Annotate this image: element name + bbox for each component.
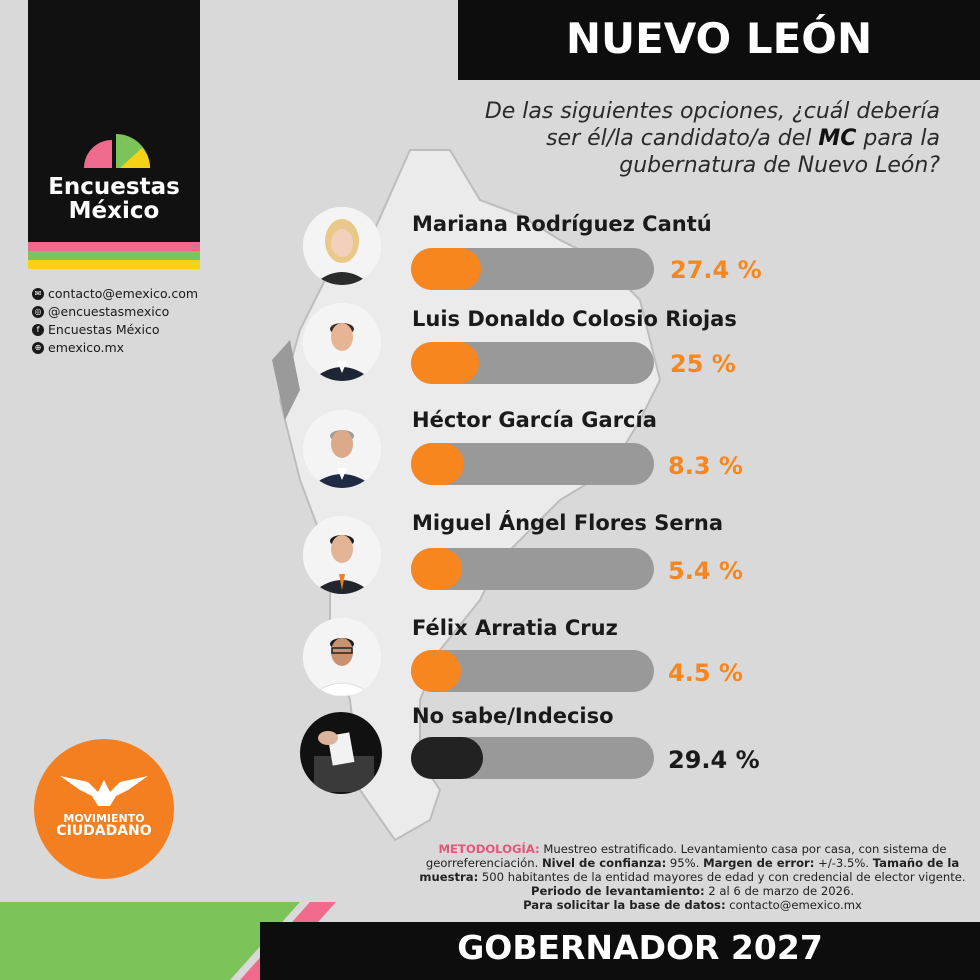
candidate-photo-1 bbox=[303, 207, 381, 285]
bar-fill-3 bbox=[411, 443, 465, 485]
candidate-photo-3 bbox=[303, 410, 381, 488]
party-logo-line2: CIUDADANO bbox=[56, 823, 152, 839]
title-box bbox=[458, 0, 980, 80]
contact-website[interactable]: ⊕ emexico.mx bbox=[32, 340, 124, 355]
brand-stripe-yellow bbox=[28, 260, 200, 269]
value-label-5: 4.5 % bbox=[668, 659, 743, 687]
footer-bar bbox=[260, 922, 980, 980]
brand-panel bbox=[28, 0, 200, 242]
candidate-name-6: No sabe/Indeciso bbox=[412, 704, 614, 728]
candidate-name-5: Félix Arratia Cruz bbox=[412, 616, 618, 640]
instagram-icon: ◎ bbox=[32, 305, 44, 318]
contact-email[interactable]: ✉ contacto@emexico.com bbox=[32, 286, 198, 301]
facebook-icon: f bbox=[32, 323, 44, 336]
value-label-2: 25 % bbox=[670, 350, 736, 378]
candidate-photo-5 bbox=[303, 618, 381, 696]
brand-stripe-pink bbox=[28, 242, 200, 251]
contact-instagram[interactable]: ◎ @encuestasmexico bbox=[32, 304, 169, 319]
bar-fill-4 bbox=[411, 548, 462, 590]
value-label-1: 27.4 % bbox=[670, 256, 762, 284]
brand-stripe-green bbox=[28, 251, 200, 260]
bar-fill-5 bbox=[411, 650, 461, 692]
value-label-6: 29.4 % bbox=[668, 746, 760, 774]
candidate-photo-2 bbox=[303, 303, 381, 381]
value-label-4: 5.4 % bbox=[668, 557, 743, 585]
candidate-photo-4 bbox=[303, 516, 381, 594]
brand-name-line1: Encuestas bbox=[48, 174, 180, 200]
brand-logo-icon bbox=[84, 134, 150, 168]
candidate-name-3: Héctor García García bbox=[412, 408, 657, 432]
bar-fill-6 bbox=[411, 737, 483, 779]
survey-question: De las siguientes opciones, ¿cuál deberí… bbox=[484, 99, 940, 178]
party-logo bbox=[34, 739, 174, 879]
footer-title: GOBERNADOR 2027 bbox=[457, 928, 823, 967]
globe-icon: ⊕ bbox=[32, 341, 44, 354]
value-label-3: 8.3 % bbox=[668, 452, 743, 480]
page-title: NUEVO LEÓN bbox=[565, 14, 873, 63]
ballot-box-photo bbox=[300, 712, 382, 794]
party-logo-line1: MOVIMIENTO bbox=[63, 812, 145, 825]
brand-name-line2: México bbox=[68, 198, 160, 224]
bar-fill-2 bbox=[411, 342, 480, 384]
contact-facebook[interactable]: f Encuestas México bbox=[32, 322, 160, 337]
bar-fill-1 bbox=[411, 248, 482, 290]
candidate-name-4: Miguel Ángel Flores Serna bbox=[412, 511, 724, 535]
mail-icon: ✉ bbox=[32, 287, 44, 300]
methodology-note: METODOLOGÍA: Muestreo estratificado. Lev… bbox=[419, 842, 966, 912]
candidate-name-1: Mariana Rodríguez Cantú bbox=[412, 212, 712, 236]
eagle-icon bbox=[60, 776, 148, 806]
candidate-name-2: Luis Donaldo Colosio Riojas bbox=[412, 307, 737, 331]
